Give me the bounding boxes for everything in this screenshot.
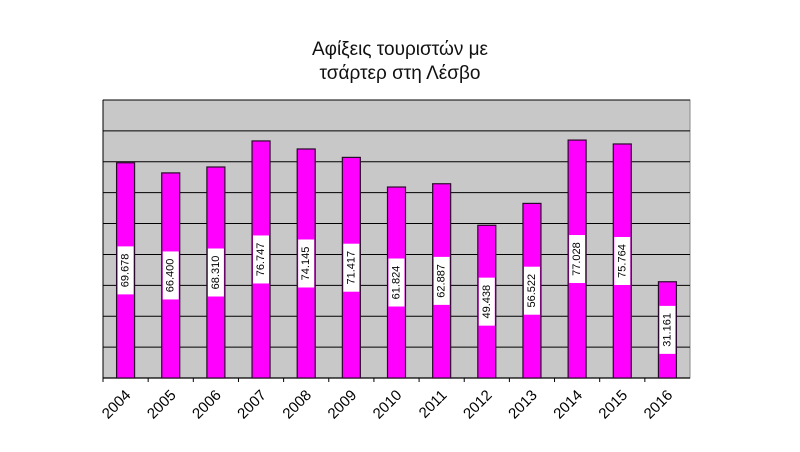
data-label-2016: 31.161	[661, 313, 673, 347]
x-tick-label-2005: 2005	[144, 387, 180, 423]
data-label-2012: 49.438	[481, 285, 493, 319]
x-tick-label-2016: 2016	[641, 387, 677, 423]
data-label-box-2014	[569, 235, 586, 284]
data-label-2008: 74.145	[300, 247, 312, 281]
data-label-2004: 69.678	[120, 254, 132, 288]
data-label-2009: 71.417	[345, 251, 357, 285]
x-tick-label-2008: 2008	[279, 387, 315, 423]
data-label-box-2011	[433, 256, 450, 305]
x-tick-label-2010: 2010	[370, 387, 406, 423]
x-tick-label-2006: 2006	[189, 387, 225, 423]
x-tick-label-2013: 2013	[505, 387, 541, 423]
data-label-2010: 61.824	[391, 266, 403, 300]
data-label-box-2007	[253, 235, 270, 284]
x-tick-label-2012: 2012	[460, 387, 496, 423]
data-label-box-2006	[207, 248, 224, 297]
x-tick-label-2004: 2004	[99, 387, 135, 423]
data-label-box-2015	[614, 236, 631, 285]
data-label-box-2010	[388, 258, 405, 307]
chart-title-line-2: τσάρτερ στη Λέσβο	[319, 63, 481, 84]
x-tick-label-2011: 2011	[416, 387, 451, 422]
data-label-2015: 75.764	[616, 244, 628, 278]
x-tick-label-2007: 2007	[234, 387, 270, 423]
data-label-box-2013	[523, 266, 540, 315]
data-label-2005: 66.400	[165, 259, 177, 293]
data-label-2007: 76.747	[255, 243, 267, 277]
data-label-box-2016	[659, 305, 676, 354]
data-label-box-2004	[117, 246, 134, 295]
data-label-2013: 56.522	[526, 274, 538, 308]
data-label-2014: 77.028	[571, 242, 583, 276]
x-tick-label-2009: 2009	[325, 387, 361, 423]
data-label-box-2005	[162, 251, 179, 300]
data-label-box-2012	[478, 277, 495, 326]
x-tick-label-2014: 2014	[550, 387, 586, 423]
data-label-2011: 62.887	[436, 264, 448, 298]
x-tick-label-2015: 2015	[595, 387, 631, 423]
chart-title: Αφίξεις τουριστών με τσάρτερ στη Λέσβο	[250, 38, 550, 86]
data-label-box-2009	[343, 243, 360, 292]
data-label-box-2008	[298, 239, 315, 288]
data-label-2006: 68.310	[210, 256, 222, 290]
chart-title-line-1: Αφίξεις τουριστών με	[311, 39, 489, 60]
